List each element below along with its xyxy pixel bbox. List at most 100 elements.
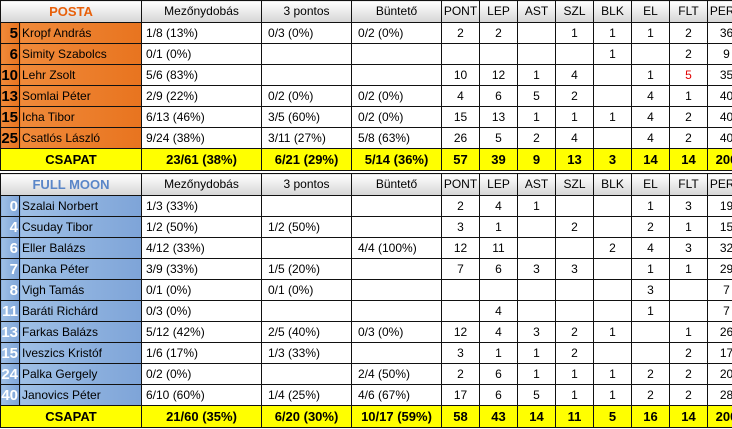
column-header-flt: FLT: [669, 0, 709, 23]
team-total-row: CSAPAT 23/61 (38%) 6/21 (29%) 5/14 (36%) 57 3…: [0, 148, 732, 171]
three-pointers: [261, 363, 352, 385]
field-goals: 1/3 (33%): [141, 195, 262, 217]
total-lep: 39: [479, 148, 519, 171]
free-throws: 0/2 (0%): [351, 106, 443, 128]
stat-pont: 12: [441, 237, 480, 259]
free-throws: [351, 195, 442, 217]
stat-lep: 6: [479, 363, 518, 385]
stat-perc: 20: [707, 363, 732, 385]
stat-szl: 1: [555, 106, 595, 128]
three-pointers: 3/5 (60%): [261, 106, 353, 128]
player-name: Lehr Zsolt: [18, 64, 143, 86]
player-name: Icha Tibor: [18, 106, 143, 128]
jersey-number: 15: [0, 106, 20, 128]
stat-el: 1: [631, 300, 670, 322]
stat-perc: 7: [707, 279, 732, 301]
stat-el: 4: [631, 127, 671, 149]
free-throws: [351, 64, 443, 86]
free-throws: [351, 342, 442, 364]
free-throws: 5/8 (63%): [351, 127, 443, 149]
jersey-number: 11: [0, 300, 20, 322]
stat-pont: [441, 43, 481, 65]
stat-pont: 3: [441, 342, 480, 364]
player-name: Csatlós László: [18, 127, 143, 149]
stat-blk: [593, 85, 633, 107]
stat-perc: 29: [707, 258, 732, 280]
jersey-number: 13: [0, 85, 20, 107]
field-goals: 1/2 (50%): [141, 216, 262, 238]
three-pointers: [261, 195, 352, 217]
column-header-perc: PERC: [707, 173, 732, 196]
player-row: 13 Somlai Péter 2/9 (22%) 0/2 (0%) 0/2 (0%) 4…: [0, 85, 732, 107]
stat-blk: [593, 300, 632, 322]
team-name: FULL MOON: [0, 173, 142, 196]
jersey-number: 25: [0, 127, 20, 149]
player-row: 15 Iveszics Kristóf 1/6 (17%) 1/3 (33%) 3 1 1 2…: [0, 342, 732, 364]
column-header-flt: FLT: [669, 173, 708, 196]
jersey-number: 5: [0, 22, 20, 44]
stat-ast: [517, 22, 557, 44]
column-header-el: EL: [631, 173, 670, 196]
stat-lep: [479, 279, 518, 301]
stat-pont: 26: [441, 127, 481, 149]
stat-ast: [517, 237, 556, 259]
stat-lep: 11: [479, 237, 518, 259]
total-perc: 200: [707, 405, 732, 428]
stat-pont: 7: [441, 258, 480, 280]
field-goals: 2/9 (22%): [141, 85, 263, 107]
stat-blk: [593, 127, 633, 149]
player-row: 6 Simity Szabolcs 0/1 (0%) 1 2 9: [0, 43, 732, 65]
stat-flt: [669, 300, 708, 322]
field-goals: 6/13 (46%): [141, 106, 263, 128]
stat-pont: 2: [441, 195, 480, 217]
stat-el: 3: [631, 279, 670, 301]
stat-lep: 1: [479, 342, 518, 364]
field-goals: 5/12 (42%): [141, 321, 262, 343]
stat-perc: 7: [707, 300, 732, 322]
stat-perc: 40: [707, 127, 732, 149]
stat-lep: 4: [479, 195, 518, 217]
column-header-lep: LEP: [479, 173, 518, 196]
stat-perc: 32: [707, 237, 732, 259]
player-name: Farkas Balázs: [19, 321, 142, 343]
stat-el: [631, 342, 670, 364]
three-pointers: 3/11 (27%): [261, 127, 353, 149]
three-pointers: [261, 237, 352, 259]
player-name: Palka Gergely: [19, 363, 142, 385]
player-row: 5 Kropf András 1/8 (13%) 0/3 (0%) 0/2 (0%) 2 2…: [0, 22, 732, 44]
total-flt: 14: [669, 148, 709, 171]
player-row: 13 Farkas Balázs 5/12 (42%) 2/5 (40%) 0/3 (0…: [0, 321, 732, 343]
column-header-ft: Büntető: [351, 173, 442, 196]
column-header-fg: Mezőnydobás: [141, 173, 262, 196]
three-pointers: 2/5 (40%): [261, 321, 352, 343]
jersey-number: 40: [0, 384, 20, 406]
stat-perc: 40: [707, 106, 732, 128]
stat-blk: [593, 279, 632, 301]
stat-el: 2: [631, 216, 670, 238]
free-throws: 4/6 (67%): [351, 384, 442, 406]
stat-ast: 5: [517, 85, 557, 107]
stat-blk: 2: [593, 237, 632, 259]
stat-blk: [593, 258, 632, 280]
field-goals: 4/12 (33%): [141, 237, 262, 259]
column-header-ast: AST: [517, 0, 557, 23]
stat-blk: 1: [593, 363, 632, 385]
stat-szl: 1: [555, 363, 594, 385]
stat-szl: [555, 237, 594, 259]
stat-ast: [517, 279, 556, 301]
player-name: Csuday Tibor: [19, 216, 142, 238]
stat-szl: [555, 300, 594, 322]
player-row: 40 Janovics Péter 6/10 (60%) 1/4 (25%) 4/6 (…: [0, 384, 732, 406]
player-row: 8 Vigh Tamás 0/1 (0%) 0/1 (0%) 3 7: [0, 279, 732, 301]
field-goals: 3/9 (33%): [141, 258, 262, 280]
player-row: 10 Lehr Zsolt 5/6 (83%) 10 12 1 4 1 5 35: [0, 64, 732, 86]
player-row: 7 Danka Péter 3/9 (33%) 1/5 (20%) 7 6 3 3 1 1 29: [0, 258, 732, 280]
player-name: Eller Balázs: [19, 237, 142, 259]
total-szl: 11: [555, 405, 594, 428]
stat-perc: 17: [707, 342, 732, 364]
column-header-pont: PONT: [441, 173, 480, 196]
total-field-goals: 21/60 (35%): [141, 405, 262, 428]
field-goals: 5/6 (83%): [141, 64, 263, 86]
total-szl: 13: [555, 148, 595, 171]
free-throws: [351, 216, 442, 238]
